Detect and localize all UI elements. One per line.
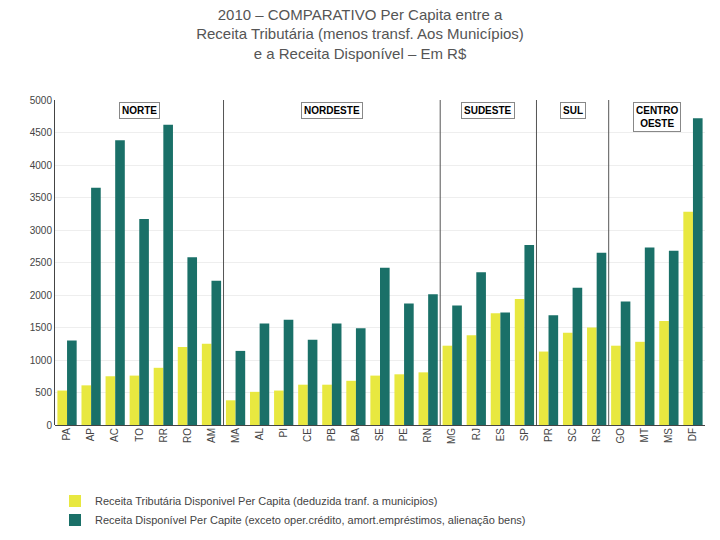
svg-text:SP: SP — [519, 428, 530, 442]
svg-text:4000: 4000 — [30, 160, 53, 171]
svg-text:AP: AP — [85, 428, 96, 442]
svg-text:2500: 2500 — [30, 257, 53, 268]
svg-text:PA: PA — [61, 428, 72, 441]
svg-text:1000: 1000 — [30, 355, 53, 366]
svg-text:2000: 2000 — [30, 290, 53, 301]
svg-text:PB: PB — [326, 428, 337, 442]
svg-text:CENTROOESTE: CENTROOESTE — [636, 105, 678, 129]
svg-text:SC: SC — [567, 428, 578, 442]
svg-text:NORDESTE: NORDESTE — [304, 105, 360, 116]
svg-text:5000: 5000 — [30, 95, 53, 106]
svg-text:TO: TO — [134, 428, 145, 442]
svg-text:SUL: SUL — [563, 105, 583, 116]
svg-text:Receita Disponível Per Capite: Receita Disponível Per Capite (exceto op… — [95, 514, 525, 526]
svg-text:1500: 1500 — [30, 322, 53, 333]
svg-text:RJ: RJ — [471, 428, 482, 440]
svg-text:MA: MA — [230, 428, 241, 443]
svg-text:SUDESTE: SUDESTE — [464, 105, 512, 116]
svg-text:MT: MT — [639, 428, 650, 442]
svg-text:PI: PI — [278, 428, 289, 437]
svg-text:MG: MG — [446, 428, 457, 444]
svg-text:4500: 4500 — [30, 127, 53, 138]
svg-text:AM: AM — [206, 428, 217, 443]
svg-text:RN: RN — [422, 428, 433, 442]
svg-text:CE: CE — [302, 428, 313, 442]
svg-text:GO: GO — [615, 428, 626, 444]
svg-text:RR: RR — [158, 428, 169, 442]
svg-text:ES: ES — [495, 428, 506, 442]
svg-text:MS: MS — [663, 428, 674, 443]
svg-text:500: 500 — [35, 387, 52, 398]
svg-text:2010 – COMPARATIVO Per Capita: 2010 – COMPARATIVO Per Capita entre aRec… — [196, 6, 524, 62]
svg-text:DF: DF — [687, 428, 698, 441]
svg-text:AC: AC — [109, 428, 120, 442]
svg-text:BA: BA — [350, 428, 361, 442]
svg-text:3500: 3500 — [30, 192, 53, 203]
svg-text:PE: PE — [398, 428, 409, 442]
svg-text:3000: 3000 — [30, 225, 53, 236]
svg-text:RO: RO — [182, 428, 193, 443]
svg-text:RS: RS — [591, 428, 602, 442]
svg-text:AL: AL — [254, 428, 265, 441]
svg-text:0: 0 — [46, 420, 52, 431]
svg-text:SE: SE — [374, 428, 385, 442]
svg-text:PR: PR — [543, 428, 554, 442]
svg-text:NORTE: NORTE — [122, 105, 157, 116]
svg-text:Receita Tributária Disponivel: Receita Tributária Disponivel Per Capita… — [95, 495, 437, 507]
